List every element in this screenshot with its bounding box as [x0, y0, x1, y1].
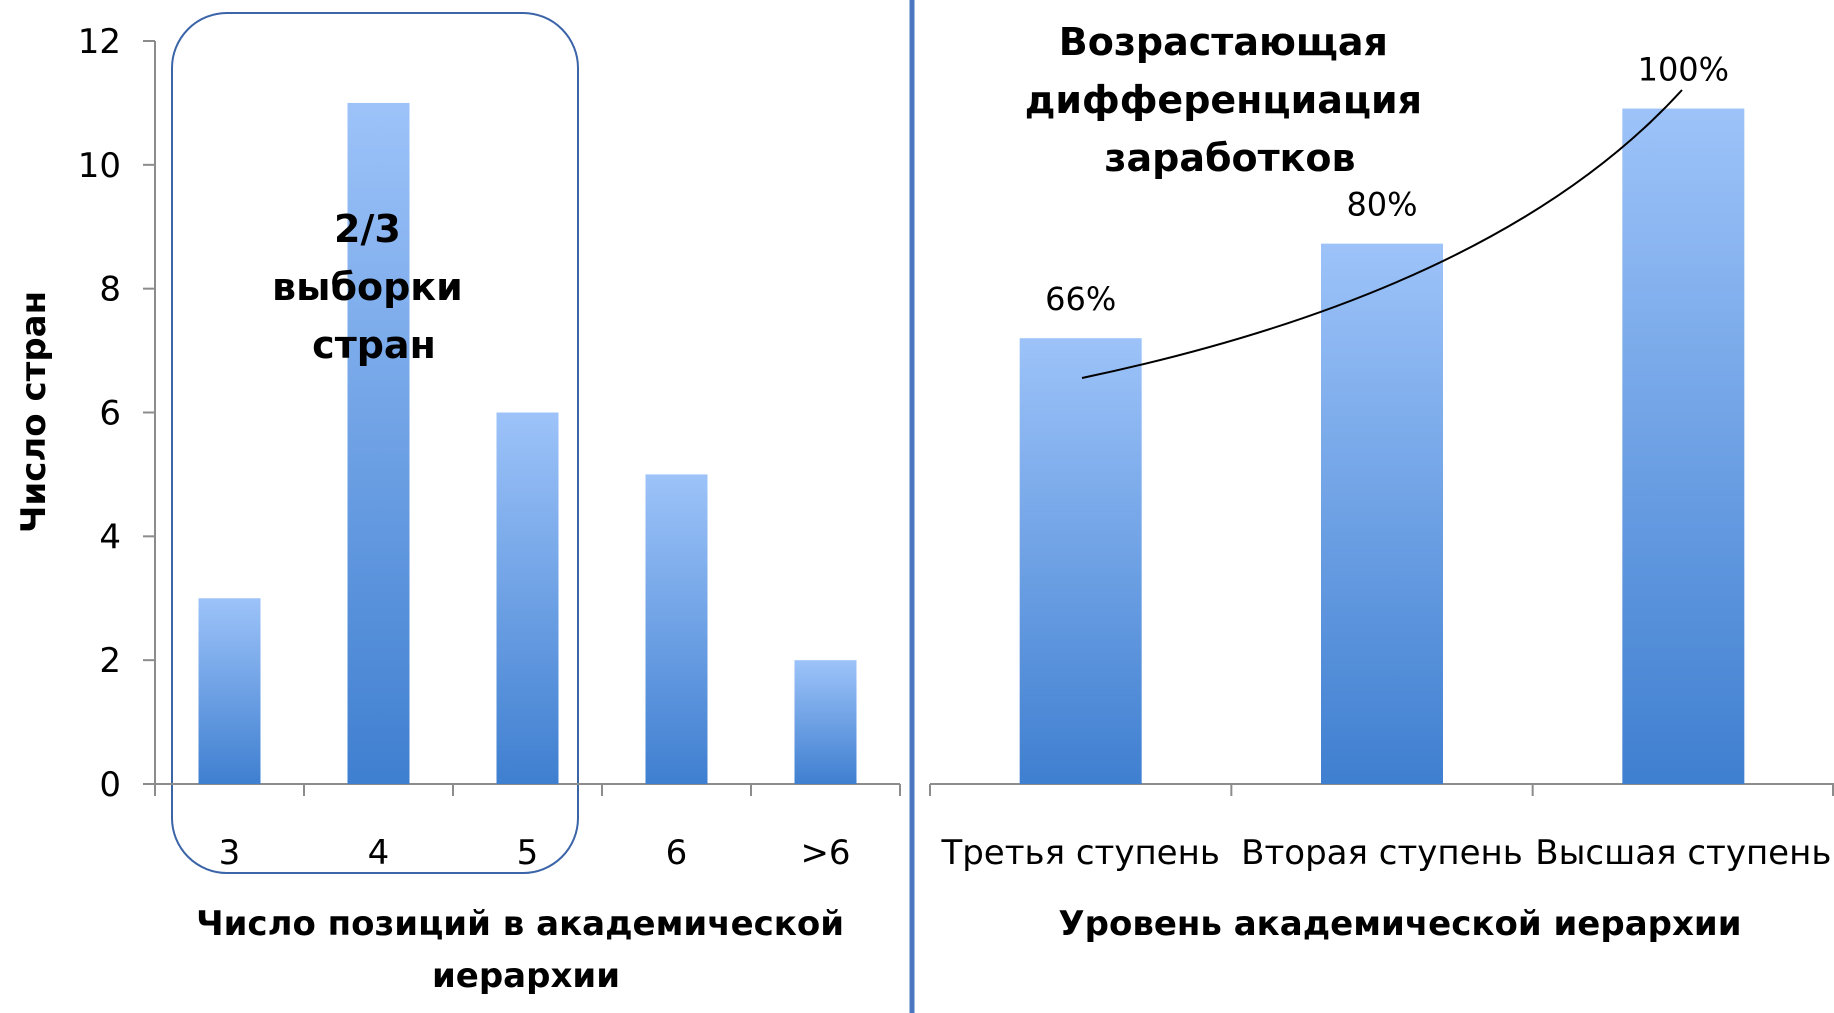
right-x-tick-label: Вторая ступень [1241, 833, 1523, 873]
left-bar [645, 474, 708, 784]
left-x-axis-title: Число позиций в академической иерархии [196, 904, 856, 996]
left-x-axis-title-line1: Число позиций в академической [196, 904, 844, 944]
left-bar [496, 412, 559, 784]
left-y-axis-title: Число стран [14, 291, 54, 533]
left-y-tick-label: 0 [99, 765, 121, 805]
left-y-tick-label: 6 [99, 394, 121, 434]
left-bar [198, 598, 261, 784]
highlight-note-line1: 2/3 [334, 207, 401, 251]
right-bar [1622, 108, 1745, 784]
left-x-axis-title-line2: иерархии [432, 956, 620, 996]
right-x-tick-label: Третья ступень [940, 833, 1219, 873]
growth-curve [1081, 89, 1683, 379]
right-data-label: 100% [1638, 51, 1729, 89]
left-y-tick-label: 4 [99, 517, 121, 557]
left-x-tick-label: 6 [666, 833, 688, 873]
right-x-tick-label: Высшая ступень [1535, 833, 1831, 873]
right-data-label: 80% [1346, 186, 1417, 224]
left-x-tick-label: 5 [517, 833, 539, 873]
highlight-note: 2/3 выборки стран [272, 207, 476, 367]
left-chart: 0 2 4 6 8 10 12 3 4 5 6 >6 Число стран Число позиц… [14, 12, 901, 996]
right-x-axis-title: Уровень академической иерархии [1058, 904, 1741, 944]
right-chart-title: Возрастающая дифференциация заработков [1025, 20, 1436, 180]
highlight-note-line2: выборки [272, 265, 463, 309]
left-x-tick-label: >6 [800, 833, 850, 873]
highlight-box [171, 12, 579, 874]
highlight-note-line3: стран [312, 323, 436, 367]
left-x-tick-label: 3 [219, 833, 241, 873]
right-chart-title-line2: дифференциация [1025, 78, 1422, 122]
right-data-label: 66% [1045, 280, 1116, 318]
left-bar [347, 102, 410, 784]
left-bar [794, 660, 857, 784]
right-bar [1321, 243, 1443, 785]
left-x-tick-label: 4 [368, 833, 390, 873]
left-y-tick-label: 10 [78, 146, 121, 186]
right-chart: 66% 80% 100% Третья ступень Вторая ступень В… [929, 20, 1834, 944]
right-chart-title-line1: Возрастающая [1059, 20, 1388, 64]
right-chart-title-line3: заработков [1104, 136, 1355, 180]
left-y-tick-label: 8 [99, 270, 121, 310]
left-y-tick-label: 12 [78, 22, 121, 62]
left-y-tick-label: 2 [99, 641, 121, 681]
right-bar [1019, 338, 1142, 784]
